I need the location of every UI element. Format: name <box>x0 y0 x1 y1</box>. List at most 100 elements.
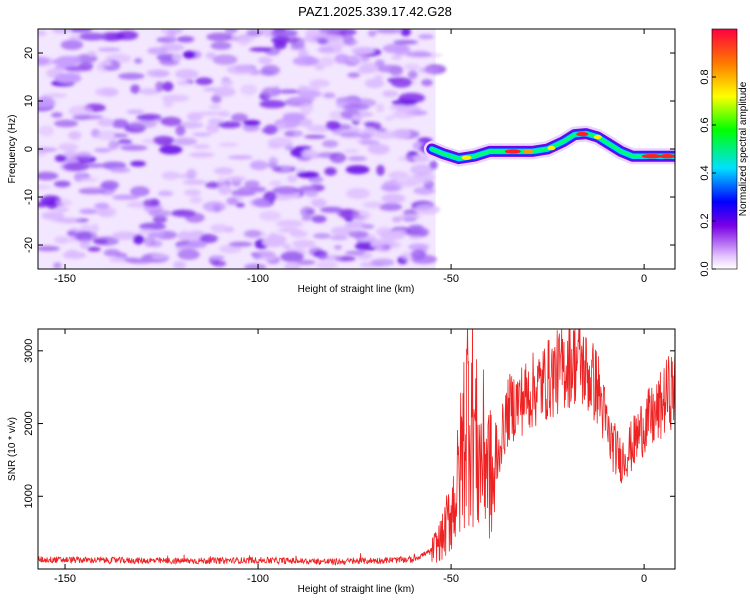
noise-blob <box>252 252 262 260</box>
x-tick-label: 0 <box>641 273 647 285</box>
noise-blob <box>288 36 300 44</box>
noise-blob <box>130 186 150 197</box>
noise-blob <box>273 29 287 33</box>
noise-blob <box>55 238 81 243</box>
ridge-hot-core <box>523 149 534 154</box>
noise-blob <box>367 30 377 37</box>
noise-blob <box>418 67 437 74</box>
noise-blob <box>68 105 93 117</box>
noise-blob <box>359 62 379 74</box>
noise-blob <box>297 118 313 127</box>
x-tick-label: -150 <box>54 273 76 285</box>
noise-blob <box>299 102 314 113</box>
noise-blob <box>143 236 156 247</box>
noise-blob <box>290 147 306 158</box>
noise-blob <box>73 230 98 242</box>
noise-blob <box>389 65 403 77</box>
noise-blob <box>393 179 418 188</box>
colorbar-gradient <box>711 28 738 270</box>
noise-blob <box>282 243 291 250</box>
noise-blob <box>54 73 82 84</box>
noise-blob <box>94 87 117 97</box>
noise-blob <box>376 164 385 176</box>
noise-blob <box>38 56 50 65</box>
noise-blob <box>172 53 183 62</box>
noise-blob <box>38 184 52 190</box>
noise-blob <box>418 34 434 40</box>
noise-blob <box>90 223 99 233</box>
y-tick-label: -20 <box>23 237 35 253</box>
noise-blob <box>240 84 258 96</box>
spectrogram-y-ticks: -20 -10 0 10 20 <box>23 47 675 253</box>
noise-blob <box>113 133 129 139</box>
noise-blob <box>56 217 81 224</box>
spectrogram-signal-ridge <box>423 125 675 167</box>
noise-blob <box>176 80 190 86</box>
noise-blob <box>187 112 203 122</box>
noise-blob <box>210 224 228 233</box>
noise-blob <box>96 209 113 217</box>
noise-blob <box>347 54 371 64</box>
noise-blob <box>188 240 207 249</box>
noise-blob <box>322 140 339 148</box>
noise-blob <box>38 151 47 157</box>
noise-blob <box>193 144 210 150</box>
noise-blob <box>182 50 196 59</box>
noise-blob <box>391 54 402 61</box>
noise-blob <box>38 171 59 181</box>
noise-blob <box>186 168 197 180</box>
noise-blob <box>68 130 82 140</box>
noise-blob <box>374 74 383 82</box>
noise-blob <box>99 32 125 42</box>
noise-blob <box>210 41 232 50</box>
noise-blob <box>79 32 106 41</box>
noise-blob <box>382 90 399 98</box>
noise-blob <box>313 233 332 239</box>
noise-blob <box>175 69 199 80</box>
noise-blob <box>220 79 234 87</box>
noise-blob <box>60 39 84 51</box>
snr-y-axis-label: SNR (10 * v/v) <box>7 417 18 481</box>
noise-blob <box>271 35 291 44</box>
noise-blob <box>148 232 166 238</box>
noise-blob <box>146 69 170 78</box>
snr-y-ticks: 1000 2000 3000 <box>23 339 675 509</box>
snr-line <box>38 329 675 566</box>
snr-x-axis-label: Height of straight line (km) <box>298 584 415 595</box>
noise-blob <box>363 121 375 126</box>
ridge-hot-core <box>659 154 675 159</box>
noise-blob <box>314 64 325 71</box>
noise-blob <box>325 120 341 131</box>
noise-blob <box>108 256 130 263</box>
noise-blob <box>374 59 385 67</box>
noise-blob <box>306 124 332 133</box>
noise-blob <box>323 92 336 99</box>
noise-blob <box>202 201 226 212</box>
noise-blob <box>359 139 380 146</box>
ridge-hot-core <box>641 154 662 159</box>
noise-blob <box>152 215 167 224</box>
noise-blob <box>317 38 329 45</box>
noise-blob <box>129 120 158 129</box>
noise-blob <box>55 198 72 207</box>
noise-blob <box>406 51 432 58</box>
noise-blob <box>378 203 403 211</box>
noise-blob <box>244 180 260 188</box>
noise-blob <box>109 167 131 173</box>
noise-blob <box>238 37 250 46</box>
noise-blob <box>343 149 359 154</box>
noise-blob <box>163 99 173 108</box>
noise-blob <box>112 194 140 200</box>
noise-blob <box>315 261 338 269</box>
x-tick-label: 0 <box>641 573 647 585</box>
noise-blob <box>55 207 69 213</box>
noise-blob <box>54 119 78 128</box>
noise-blob <box>212 260 227 267</box>
noise-blob <box>161 171 180 180</box>
noise-blob <box>324 167 337 176</box>
noise-blob <box>54 154 67 163</box>
noise-blob <box>292 56 320 66</box>
noise-blob <box>400 29 411 37</box>
spectrogram-x-ticks: -150 -100 -50 0 <box>54 29 647 285</box>
noise-blob <box>58 143 79 152</box>
